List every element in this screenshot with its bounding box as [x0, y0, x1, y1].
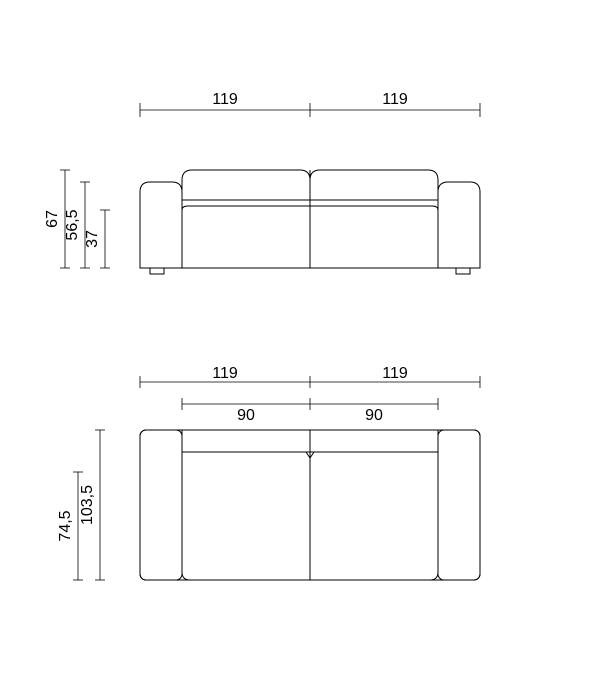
sofa-front-outline [140, 170, 480, 274]
dim-front-top-right: 119 [382, 91, 408, 108]
dim-front-height-565: 56,5 [64, 209, 81, 240]
dim-front-top-left: 119 [212, 91, 238, 108]
dim-top-inner-right: 90 [365, 407, 383, 424]
dim-top-depth-745: 74,5 [57, 510, 74, 541]
front-view: 119 119 67 56,5 37 [44, 91, 480, 274]
top-view: 119 119 90 90 74,5 103,5 [57, 365, 480, 580]
dim-top-depth-1035: 103,5 [79, 485, 96, 525]
dim-top-inner-left: 90 [237, 407, 255, 424]
technical-drawing: 119 119 67 56,5 37 [0, 0, 605, 700]
front-left-dims: 67 56,5 37 [44, 170, 110, 268]
dim-front-height-67: 67 [44, 210, 61, 228]
top-top-dims: 119 119 90 90 [140, 365, 480, 424]
dim-front-height-37: 37 [84, 230, 101, 248]
top-left-dims: 74,5 103,5 [57, 430, 105, 580]
sofa-top-outline [140, 430, 480, 580]
dim-top-outer-right: 119 [382, 365, 408, 382]
front-top-dim: 119 119 [140, 91, 480, 117]
dim-top-outer-left: 119 [212, 365, 238, 382]
